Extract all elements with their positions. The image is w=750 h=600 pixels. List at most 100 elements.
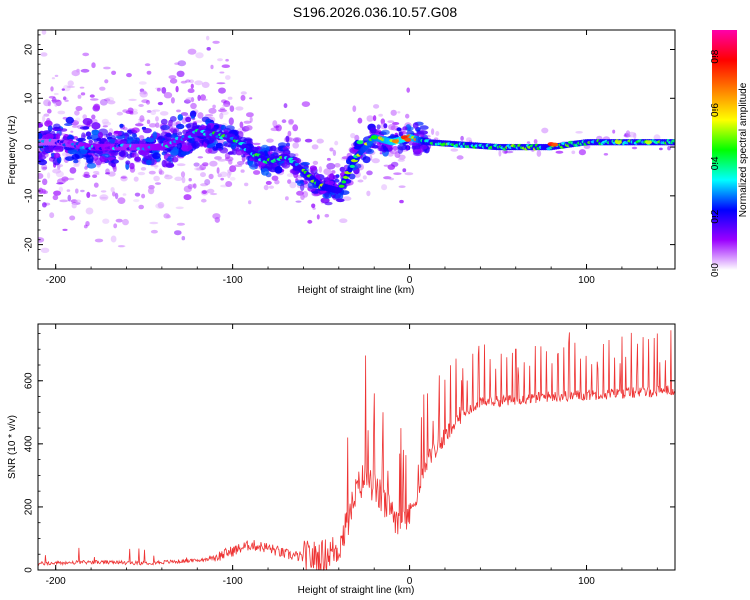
- heatmap-cell: [71, 153, 80, 160]
- heatmap-cell: [185, 116, 192, 123]
- heatmap-cell: [67, 80, 74, 87]
- heatmap-cell: [603, 153, 609, 156]
- heatmap-cell: [93, 170, 100, 174]
- heatmap-cell: [47, 172, 51, 179]
- heatmap-cell: [53, 123, 61, 130]
- heatmap-cell: [89, 94, 95, 98]
- heatmap-cell: [260, 144, 270, 153]
- heatmap-cell: [217, 139, 225, 143]
- heatmap-cell: [146, 110, 152, 113]
- heatmap-cell: [405, 113, 410, 119]
- heatmap-cell: [216, 82, 226, 85]
- heatmap-cell: [163, 92, 173, 99]
- heatmap-cell: [645, 140, 652, 145]
- heatmap-cell: [220, 111, 229, 116]
- heatmap-cell: [312, 160, 319, 165]
- heatmap-cell: [311, 203, 316, 209]
- heatmap-cell: [380, 118, 385, 125]
- heatmap-cell: [82, 126, 90, 130]
- heatmap-cell: [100, 137, 107, 142]
- heatmap-cell: [103, 66, 111, 70]
- heatmap-cell: [82, 174, 89, 178]
- heatmap-cell: [190, 97, 195, 103]
- heatmap-cell: [372, 115, 377, 122]
- heatmap-cell: [266, 138, 274, 143]
- heatmap-cell: [66, 85, 76, 88]
- heatmap-cell: [104, 98, 111, 102]
- heatmap-cell: [176, 109, 181, 113]
- heatmap-cell: [334, 179, 340, 183]
- heatmap-cell: [379, 152, 383, 155]
- heatmap-cell: [332, 175, 339, 180]
- heatmap-cell: [125, 160, 131, 165]
- heatmap-cell: [504, 150, 514, 154]
- heatmap-cell: [362, 175, 367, 180]
- heatmap-cell: [399, 199, 404, 204]
- heatmap-cell: [342, 196, 352, 201]
- heatmap-cell: [222, 104, 231, 108]
- heatmap-cell: [169, 134, 179, 138]
- heatmap-cell: [309, 165, 317, 171]
- heatmap-cell: [160, 118, 168, 125]
- heatmap-cell: [54, 74, 59, 77]
- heatmap-cell: [193, 162, 200, 167]
- heatmap-cell: [248, 200, 252, 205]
- heatmap-cell: [219, 171, 228, 178]
- heatmap-cell: [393, 172, 402, 175]
- heatmap-cell: [323, 168, 332, 176]
- heatmap-cell: [398, 185, 406, 188]
- heatmap-cell: [339, 218, 348, 223]
- heatmap-cell: [583, 144, 591, 149]
- heatmap-cell: [204, 98, 208, 101]
- heatmap-cell: [99, 196, 108, 199]
- heatmap-cell: [144, 63, 151, 67]
- heatmap-cell: [183, 185, 192, 193]
- heatmap-cell: [190, 83, 194, 89]
- heatmap-cell: [190, 102, 197, 110]
- heatmap-cell: [228, 150, 235, 155]
- heatmap-cell: [175, 206, 184, 210]
- heatmap-cell: [293, 137, 302, 143]
- heatmap-cell: [350, 133, 356, 139]
- heatmap-cell: [365, 148, 374, 154]
- heatmap-cell: [338, 184, 345, 188]
- snr-x-tick-label: 100: [578, 576, 595, 587]
- heatmap-cell: [181, 176, 186, 184]
- heatmap-cell: [150, 165, 159, 168]
- heatmap-cell: [102, 218, 110, 224]
- heatmap-cell: [202, 162, 209, 167]
- heatmap-cell: [128, 98, 137, 101]
- heatmap-cell: [169, 78, 178, 84]
- heatmap-cell: [85, 207, 94, 215]
- snr-frame: [37, 323, 676, 571]
- heatmap-cell: [155, 116, 159, 122]
- heatmap-cell: [62, 96, 67, 101]
- heatmap-cell: [44, 120, 53, 127]
- heatmap-cell: [85, 221, 90, 227]
- heatmap-cell: [40, 247, 50, 253]
- heatmap-cell: [215, 142, 224, 149]
- heatmap-cell: [397, 146, 404, 154]
- snr-y-tick-label: 600: [24, 372, 35, 389]
- heatmap-cell: [38, 132, 43, 140]
- heatmap-cell: [94, 238, 104, 243]
- heatmap-cell: [102, 121, 112, 126]
- heatmap-cell: [71, 125, 79, 128]
- heatmap-cell: [146, 119, 151, 125]
- heatmap-cell: [183, 99, 191, 104]
- heatmap-cell: [99, 99, 108, 106]
- heatmap-cell: [334, 163, 341, 168]
- heatmap-cell: [42, 202, 47, 208]
- heatmap-cell: [38, 173, 44, 179]
- heatmap-cell: [387, 120, 395, 123]
- heatmap-cell: [265, 180, 272, 185]
- heatmap-cell: [201, 198, 207, 203]
- heatmap-y-tick-label: 10: [24, 92, 35, 104]
- heatmap-cell: [326, 162, 336, 170]
- heatmap-cell: [47, 125, 53, 132]
- heatmap-cell: [229, 165, 237, 173]
- heatmap-cell: [176, 222, 185, 226]
- heatmap-cell: [43, 113, 50, 117]
- heatmap-cell: [80, 68, 90, 73]
- heatmap-cell: [300, 183, 305, 191]
